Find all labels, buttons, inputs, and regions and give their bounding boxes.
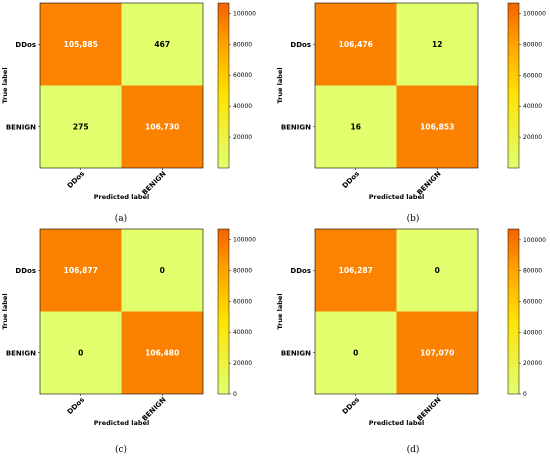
matrix-cell (40, 3, 122, 86)
colorbar-tick-label: 0 (233, 391, 237, 398)
cell-value-label: 106,877 (64, 266, 98, 275)
colorbar (217, 2, 230, 169)
cell-value-label: 12 (432, 40, 442, 49)
cell-value-label: 107,070 (420, 348, 454, 357)
y-tick-label: BENIGN (6, 349, 36, 357)
cell-value-label: 0 (435, 266, 440, 275)
colorbar-tick-label: 40000 (523, 329, 542, 336)
cell-value-label: 467 (154, 40, 170, 49)
colorbar-tick-label: 20000 (523, 134, 542, 141)
cell-value-label: 106,287 (339, 266, 373, 275)
matrix-cell (121, 229, 203, 312)
y-tick-label: BENIGN (281, 123, 311, 131)
x-axis-label: Predicted label (369, 419, 424, 427)
y-tick-label: DDos (290, 41, 311, 49)
colorbar-tick-label: 80000 (233, 267, 252, 274)
matrix-cell (40, 229, 122, 312)
y-tick-label: BENIGN (6, 123, 36, 131)
x-axis-label: Predicted label (94, 193, 149, 201)
matrix-cell (121, 3, 203, 86)
x-axis-label: Predicted label (369, 193, 424, 201)
colorbar-tick-label: 60000 (233, 298, 252, 305)
colorbar-tick-label: 100000 (233, 10, 256, 17)
matrix-cell (396, 3, 478, 86)
matrix-cell (315, 85, 397, 168)
y-axis-label: True label (1, 293, 9, 329)
cell-value-label: 106,730 (145, 122, 179, 131)
cell-value-label: 0 (160, 266, 165, 275)
matrix-frame (39, 2, 204, 169)
matrix-cell (40, 311, 122, 394)
colorbar-tick-label: 100000 (523, 11, 546, 18)
matrix-cell (121, 85, 203, 168)
colorbar-tick-label: 40000 (233, 329, 252, 336)
cell-value-label: 106,853 (420, 122, 454, 131)
colorbar-tick-label: 20000 (233, 360, 252, 367)
colorbar (217, 228, 230, 395)
y-axis-label: True label (276, 67, 284, 103)
matrix-cell (315, 229, 397, 312)
colorbar-tick-label: 80000 (233, 41, 252, 48)
cell-value-label: 275 (73, 122, 89, 131)
x-tick-label: DDos (66, 396, 86, 416)
y-axis-label: True label (1, 67, 9, 103)
colorbar-tick-label: 20000 (233, 134, 252, 141)
colorbar-tick-label: 60000 (233, 72, 252, 79)
y-tick-label: DDos (15, 41, 36, 49)
matrix-cell (396, 311, 478, 394)
matrix-frame (39, 228, 204, 395)
y-tick-label: DDos (15, 267, 36, 275)
y-axis-label: True label (276, 293, 284, 329)
cell-value-label: 0 (353, 348, 358, 357)
matrix-cell (396, 85, 478, 168)
colorbar-tick-label: 100000 (233, 237, 256, 244)
matrix-frame (314, 228, 479, 395)
colorbar-tick-label: 60000 (523, 299, 542, 306)
x-axis-label: Predicted label (94, 419, 149, 427)
colorbar-tick-label: 0 (523, 391, 527, 398)
subfigure-caption: (d) (407, 444, 420, 455)
cell-value-label: 106,476 (339, 40, 373, 49)
matrix-cell (315, 3, 397, 86)
colorbar-tick-label: 20000 (523, 360, 542, 367)
matrix-frame (314, 2, 479, 169)
colorbar (507, 228, 520, 395)
matrix-cell (315, 311, 397, 394)
colorbar-tick-label: 40000 (523, 103, 542, 110)
colorbar-tick-label: 80000 (523, 268, 542, 275)
y-tick-label: BENIGN (281, 349, 311, 357)
colorbar-tick-label: 40000 (233, 103, 252, 110)
cell-value-label: 105,885 (64, 40, 98, 49)
y-tick-label: DDos (290, 267, 311, 275)
colorbar (507, 2, 520, 169)
subfigure-caption: (a) (115, 213, 127, 224)
matrix-cell (40, 85, 122, 168)
matrix-cell (121, 311, 203, 394)
matrix-cell (396, 229, 478, 312)
x-tick-label: DDos (341, 170, 361, 190)
cell-value-label: 106,480 (145, 348, 179, 357)
x-tick-label: DDos (66, 170, 86, 190)
subfigure-caption: (c) (115, 444, 127, 455)
cell-value-label: 0 (78, 348, 83, 357)
colorbar-tick-label: 100000 (523, 237, 546, 244)
x-tick-label: DDos (341, 396, 361, 416)
subfigure-caption: (b) (407, 213, 420, 224)
cell-value-label: 16 (351, 122, 361, 131)
colorbar-tick-label: 80000 (523, 41, 542, 48)
colorbar-tick-label: 60000 (523, 72, 542, 79)
